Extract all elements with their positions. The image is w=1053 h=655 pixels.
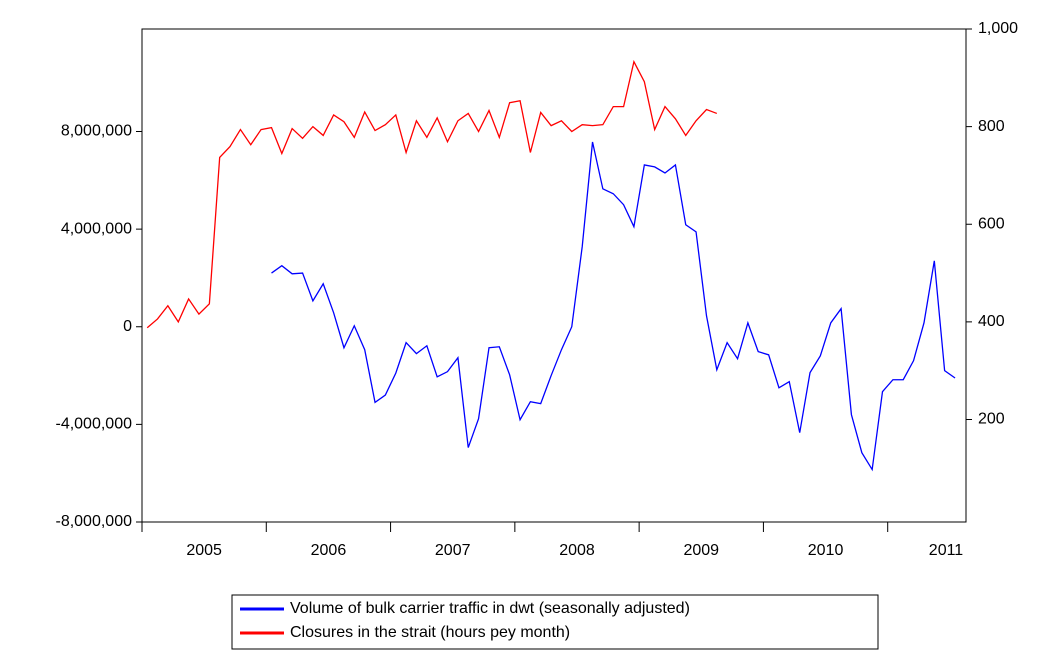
- plot-frame: [141, 28, 967, 523]
- y-tick-label: 8,000,000: [61, 123, 132, 140]
- x-tick-label: 2008: [559, 542, 595, 559]
- y-tick-label: 0: [123, 318, 132, 335]
- series-line: [146, 59, 718, 329]
- x-tick-label: 2009: [683, 542, 719, 559]
- legend-box: [231, 594, 879, 650]
- x-tick-label: 2005: [186, 542, 222, 559]
- y2-tick-label: 600: [978, 215, 1005, 232]
- y-tick-label: 4,000,000: [61, 220, 132, 237]
- series-line: [271, 141, 956, 472]
- y2-tick-label: 1,000: [978, 20, 1018, 37]
- y-tick-label: -8,000,000: [55, 513, 132, 530]
- legend-label: Volume of bulk carrier traffic in dwt (s…: [290, 600, 690, 617]
- x-tick-label: 2010: [808, 542, 844, 559]
- y2-tick-label: 800: [978, 118, 1005, 135]
- y2-tick-label: 200: [978, 411, 1005, 428]
- x-tick-label: 2007: [435, 542, 471, 559]
- legend-label: Closures in the strait (hours pey month): [290, 624, 570, 641]
- x-tick-label: 2006: [311, 542, 347, 559]
- x-tick-label: 2011: [929, 542, 964, 559]
- y-tick-label: -4,000,000: [55, 416, 132, 433]
- y2-tick-label: 400: [978, 313, 1005, 330]
